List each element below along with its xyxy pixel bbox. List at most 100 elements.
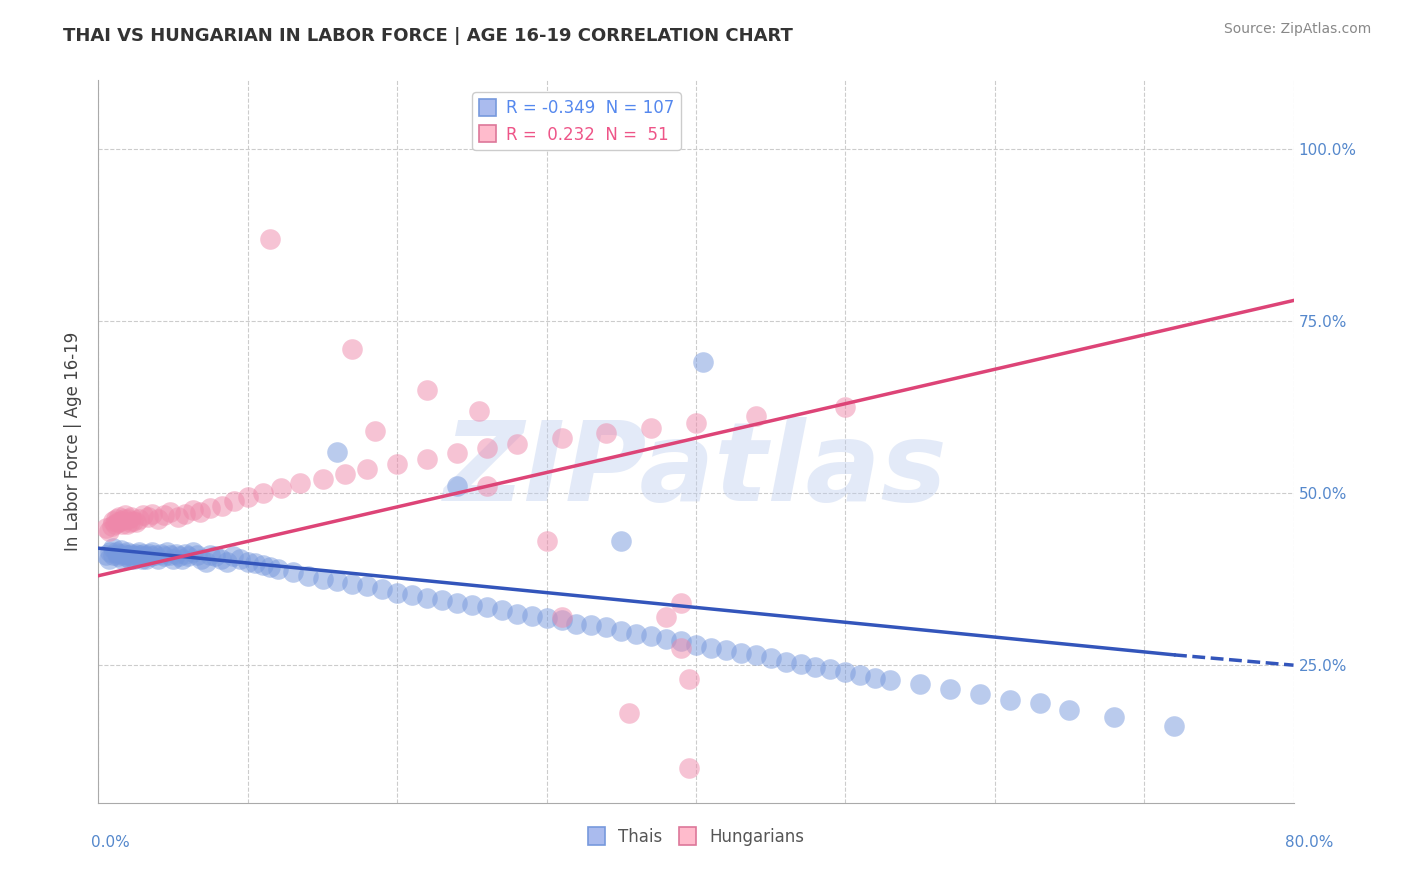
Text: ZIPatlas: ZIPatlas [444,417,948,524]
Point [655,632,678,646]
Point [252,486,274,500]
Point [865,671,887,685]
Point [908,677,931,691]
Point [669,596,692,610]
Point [128,512,150,526]
Point [430,592,453,607]
Point [326,574,349,589]
Point [120,547,142,561]
Point [121,549,143,564]
Point [416,591,439,605]
Point [177,549,200,564]
Point [491,603,513,617]
Point [127,549,149,564]
Point [98,544,122,558]
Point [103,514,125,528]
Point [236,490,259,504]
Point [714,643,737,657]
Point [565,616,588,631]
Point [94,520,117,534]
Point [159,505,181,519]
Text: 80.0%: 80.0% [1285,836,1333,850]
Point [685,638,707,652]
Point [135,551,157,566]
Point [550,610,572,624]
Point [112,547,135,561]
Point [789,657,811,671]
Point [998,692,1021,706]
Point [669,640,692,655]
Point [111,551,134,566]
Point [105,512,128,526]
Point [150,547,173,561]
Point [204,549,226,564]
Point [121,514,143,528]
Point [610,534,633,549]
Point [103,541,125,556]
Point [678,761,700,775]
Point [167,549,190,564]
Point [141,507,163,521]
Point [640,421,662,435]
Point [118,551,141,566]
Point [550,431,572,445]
Point [401,588,423,602]
Point [105,544,128,558]
Point [267,562,290,576]
Point [103,548,125,562]
Point [222,549,245,564]
Point [595,425,617,440]
Point [281,566,304,580]
Point [834,665,856,679]
Point [125,547,148,561]
Point [506,436,529,450]
Point [252,558,274,573]
Point [333,467,356,481]
Point [475,599,498,614]
Point [115,544,138,558]
Point [311,472,333,486]
Point [94,548,117,562]
Point [475,479,498,493]
Point [129,548,152,562]
Point [371,582,394,597]
Point [114,508,136,523]
Point [446,479,468,493]
Point [745,648,768,662]
Point [1028,696,1050,710]
Point [416,383,439,397]
Point [259,231,281,245]
Point [120,510,142,524]
Text: 0.0%: 0.0% [91,836,131,850]
Point [108,547,131,561]
Point [745,409,768,423]
Point [125,515,148,529]
Point [730,646,752,660]
Point [138,547,160,561]
Point [186,548,208,562]
Point [104,517,127,532]
Point [617,706,640,721]
Point [134,549,156,564]
Point [595,620,617,634]
Point [172,551,194,566]
Point [685,416,707,430]
Point [678,672,700,686]
Point [326,445,349,459]
Point [356,579,378,593]
Point [165,547,187,561]
Point [174,507,197,521]
Point [110,542,132,557]
Point [820,662,842,676]
Point [117,512,139,526]
Point [655,610,678,624]
Point [506,607,529,621]
Point [200,501,222,516]
Point [640,629,662,643]
Point [110,514,132,528]
Point [153,549,176,564]
Point [804,659,827,673]
Point [148,551,170,566]
Point [236,555,259,569]
Point [759,651,782,665]
